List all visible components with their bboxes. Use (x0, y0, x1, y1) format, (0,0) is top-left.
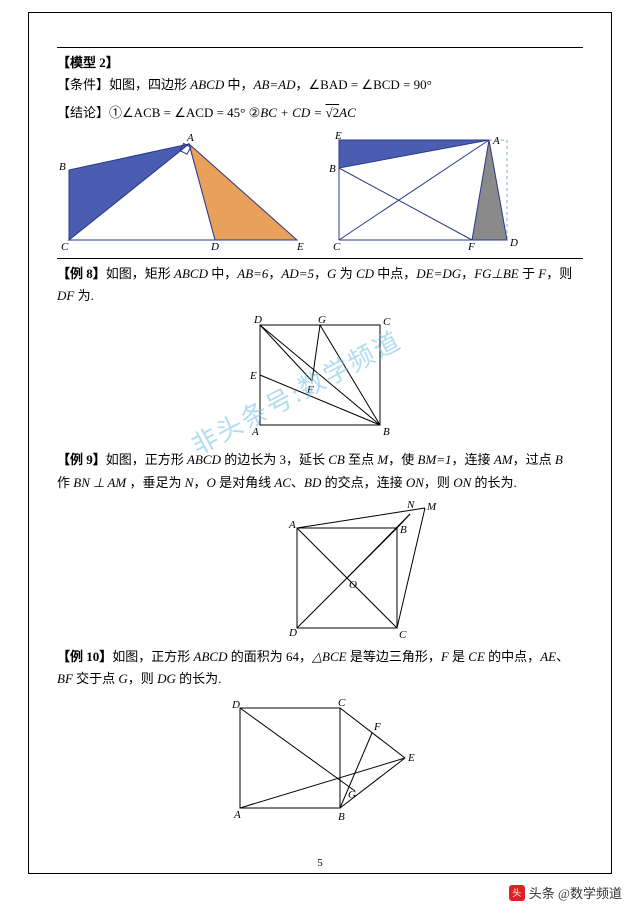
svg-text:A: A (288, 519, 296, 531)
model-condition: 【条件】如图，四边形 ABCD 中，AB=AD，∠BAD = ∠BCD = 90… (57, 74, 583, 96)
ex9-text: 【例 9】如图，正方形 ABCD 的边长为 3，延长 CB 至点 M，使 BM=… (57, 449, 583, 493)
svg-text:E: E (407, 752, 415, 764)
svg-text:C: C (338, 697, 346, 709)
svg-text:B: B (400, 524, 407, 536)
ex10-figure: D C A B E F G (57, 696, 583, 826)
svg-text:D: D (288, 627, 297, 639)
model-conclusion: 【结论】①∠ACB = ∠ACD = 45° ②BC + CD = √2AC (57, 102, 583, 124)
page-frame: 【模型 2】 【条件】如图，四边形 ABCD 中，AB=AD，∠BAD = ∠B… (28, 12, 612, 874)
svg-text:C: C (61, 241, 69, 252)
rule-1 (57, 258, 583, 259)
ex10-text: 【例 10】如图，正方形 ABCD 的面积为 64，△BCE 是等边三角形，F … (57, 646, 583, 690)
ex8-figure: D G C E F A B (57, 313, 583, 443)
ex8-text: 【例 8】如图，矩形 ABCD 中，AB=6，AD=5，G 为 CD 中点，DE… (57, 263, 583, 307)
svg-text:C: C (333, 241, 341, 252)
svg-text:B: B (59, 161, 66, 173)
svg-text:A: A (492, 135, 500, 147)
fig-left: A B C D E (57, 132, 307, 252)
svg-text:F: F (467, 241, 475, 252)
svg-text:D: D (509, 237, 518, 249)
footer-text: 头条 @数学频道 (529, 883, 622, 902)
svg-text:E: E (334, 132, 342, 142)
svg-text:O: O (349, 579, 357, 591)
svg-text:C: C (383, 316, 391, 328)
model-figures: A B C D E E A B C D F (57, 132, 583, 252)
svg-text:D: D (231, 699, 240, 711)
svg-text:F: F (373, 721, 381, 733)
svg-text:E: E (249, 370, 257, 382)
svg-text:N: N (406, 500, 415, 511)
svg-text:E: E (296, 241, 304, 252)
logo-icon: 头 (509, 885, 525, 901)
rule-top (57, 47, 583, 48)
svg-text:F: F (306, 384, 314, 396)
svg-text:B: B (338, 811, 345, 823)
svg-text:D: D (210, 241, 219, 252)
ex9-figure: A B C D M N O (57, 500, 583, 640)
svg-text:C: C (399, 629, 407, 640)
svg-text:A: A (186, 132, 194, 144)
svg-text:B: B (383, 426, 390, 438)
footer-attribution: 头 头条 @数学频道 (509, 883, 622, 902)
svg-text:B: B (329, 163, 336, 175)
svg-text:A: A (233, 809, 241, 821)
page-number: 5 (29, 857, 611, 869)
fig-right: E A B C D F (327, 132, 547, 252)
svg-text:G: G (348, 789, 356, 801)
svg-text:D: D (253, 314, 262, 326)
svg-text:G: G (318, 314, 326, 326)
svg-text:A: A (251, 426, 259, 438)
svg-text:M: M (426, 501, 437, 513)
model-heading: 【模型 2】 (57, 52, 583, 74)
